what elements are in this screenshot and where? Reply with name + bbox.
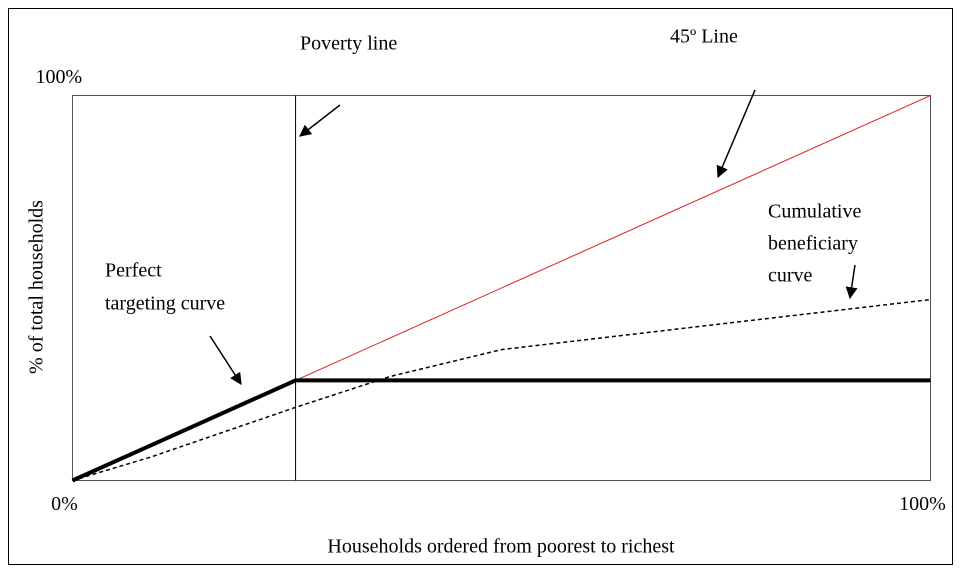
x-tick-label: 100%	[899, 493, 946, 515]
y-axis-title: % of total households	[26, 200, 48, 374]
arrow	[209, 335, 242, 386]
annotation: Poverty line	[300, 33, 397, 55]
arrow	[299, 104, 341, 137]
y-tick-label: 100%	[36, 66, 83, 88]
x-tick-label: 0%	[51, 493, 78, 515]
annotation: Perfect	[105, 260, 162, 282]
annotation: targeting curve	[105, 293, 225, 315]
series-line	[71, 378, 931, 483]
annotation: beneficiary	[768, 233, 858, 255]
plot-area	[72, 95, 931, 481]
annotation: curve	[768, 265, 813, 287]
annotation: 45º Line	[670, 26, 738, 48]
arrow	[845, 264, 858, 300]
x-axis-title: Households ordered from poorest to riche…	[327, 536, 675, 558]
annotation: Cumulative	[768, 201, 861, 223]
frame	[8, 8, 953, 565]
arrow	[716, 89, 756, 179]
series-line	[72, 298, 931, 482]
